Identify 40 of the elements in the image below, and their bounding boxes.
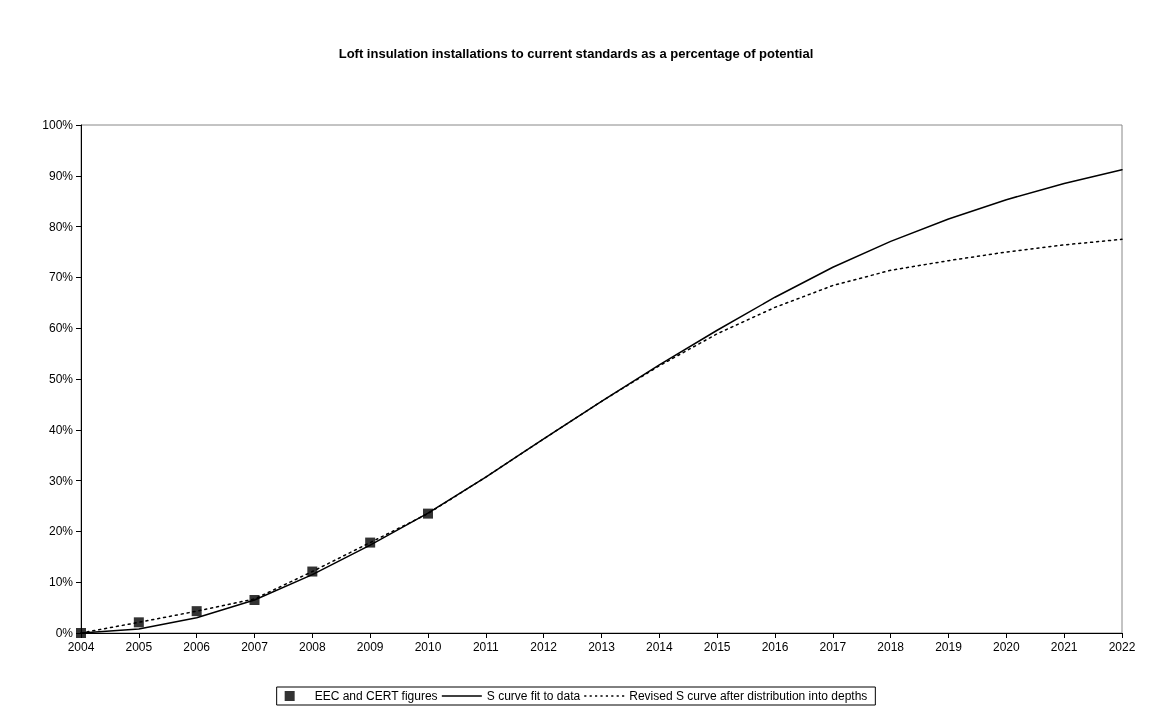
x-tick-label: 2007 [241,640,269,654]
x-tick-label: 2011 [472,640,500,654]
legend-label: S curve fit to data [486,689,581,703]
x-tick-label: 2019 [935,640,963,654]
x-tick-label: 2008 [298,640,326,654]
x-tick-label: 2012 [530,640,558,654]
x-tick-label: 2021 [1050,640,1078,654]
x-tick-label: 2010 [414,640,442,654]
y-tick-label: 100% [42,118,74,132]
x-tick-label: 2006 [183,640,211,654]
point [423,508,433,519]
y-tick-label: 10% [48,575,74,590]
x-tick-label: 2016 [761,640,789,654]
x-tick-label: 2018 [877,640,905,654]
x-tick-label: 2009 [356,640,384,654]
x-tick-label: 2020 [992,640,1020,654]
legend-label: EEC and CERT figures [314,689,438,703]
x-tick-label: 2017 [819,640,847,654]
legend-label: Revised S curve after distribution into depths [629,689,868,703]
x-tick-label: 2005 [125,640,153,654]
point [133,617,144,628]
y-tick-label: 80% [48,219,74,234]
y-tick-label: 90% [48,168,74,183]
chart-title: Loft insulation installations to current standards as a percentage of potential [338,46,814,61]
x-tick-label: 2004 [67,640,95,654]
x-tick-label: 2015 [703,640,731,654]
y-tick-label: 40% [48,422,74,437]
y-tick-label: 60% [48,321,74,336]
x-tick-label: 2022 [1108,640,1136,654]
point [191,606,202,617]
point [365,537,376,548]
x-tick-label: 2013 [588,640,616,654]
y-tick-label: 20% [48,524,74,539]
y-tick-label: 50% [48,372,74,386]
point [249,594,260,605]
y-tick-label: 0% [55,626,74,640]
point [307,566,318,577]
y-tick-label: 30% [48,473,74,488]
x-tick-label: 2014 [645,640,673,654]
y-tick-label: 70% [48,270,74,285]
